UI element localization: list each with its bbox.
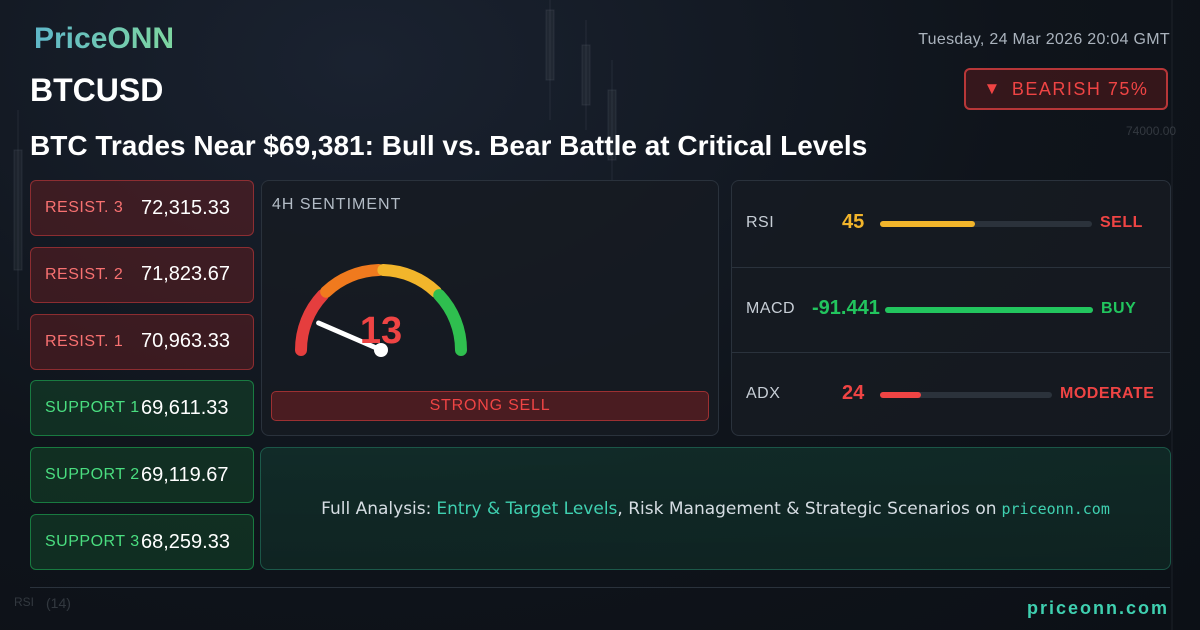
indicator-row: MACD -91.441 BUY (732, 267, 1170, 352)
level-label: SUPPORT 2 (45, 466, 140, 484)
level-value: 72,315.33 (141, 196, 230, 219)
gauge-segment (295, 289, 329, 356)
bg-indicator-period: (14) (46, 595, 71, 611)
logo: PriceONN (34, 22, 175, 55)
level-label: SUPPORT 1 (45, 399, 140, 417)
row-divider (732, 352, 1170, 353)
indicator-value: 45 (842, 211, 865, 233)
indicator-track (880, 392, 1052, 398)
indicator-bar (880, 221, 976, 227)
indicator-bar (880, 392, 922, 398)
indicator-value: 24 (842, 382, 865, 404)
level-value: 68,259.33 (141, 530, 230, 553)
bg-indicator-name: RSI (14, 595, 35, 609)
footer-rule (30, 587, 1170, 588)
sentiment-panel: 4H SENTIMENT 13 STRONG SELL (261, 180, 719, 436)
level-box: RESIST. 3 72,315.33 (30, 180, 254, 236)
sentiment-title: 4H SENTIMENT (272, 196, 402, 213)
indicator-signal: MODERATE (1060, 385, 1155, 402)
indicator-track (885, 306, 1093, 313)
level-box: SUPPORT 2 69,119.67 (30, 447, 254, 504)
indicator-signal: BUY (1101, 299, 1137, 317)
gauge: 13 (295, 264, 467, 357)
indicator-row: RSI 45 SELL (732, 181, 1170, 266)
level-label: SUPPORT 3 (45, 533, 140, 550)
bg-price-label: 74000.00 (1126, 124, 1177, 138)
level-value: 69,119.67 (141, 463, 229, 486)
bias-badge: ▼ BEARISH 75% (964, 68, 1168, 110)
level-box: RESIST. 1 70,963.33 (30, 313, 254, 370)
indicator-name: ADX (746, 385, 781, 402)
row-divider (732, 266, 1170, 268)
indicators-panel: RSI 45 SELL MACD -91.441 BUY ADX 24 MODERATE (731, 180, 1171, 436)
gauge-score: 13 (360, 310, 402, 352)
level-box: RESIST. 2 71,823.67 (30, 246, 254, 303)
level-value: 70,963.33 (141, 330, 230, 353)
symbol: BTCUSD (30, 72, 164, 108)
cta-panel: Full Analysis: Entry & Target Levels, Ris… (260, 447, 1171, 570)
sentiment-verdict: STRONG SELL (271, 391, 709, 421)
indicator-bar (885, 306, 1093, 313)
cta-rest: , Risk Management & Strategic Scenarios … (617, 498, 997, 519)
level-label: RESIST. 3 (45, 199, 124, 216)
cta-highlight[interactable]: Entry & Target Levels (436, 498, 618, 519)
gauge-needle (316, 320, 384, 353)
badge-text: BEARISH 75% (1011, 78, 1149, 99)
indicator-value: -91.441 (812, 296, 880, 319)
level-box: SUPPORT 3 68,259.33 (30, 514, 254, 570)
indicator-row: ADX 24 MODERATE (732, 352, 1170, 437)
level-label: RESIST. 2 (45, 265, 124, 283)
gauge-segment (320, 264, 385, 298)
indicator-name: MACD (746, 299, 796, 317)
indicator-name: RSI (746, 214, 775, 231)
level-value: 69,611.33 (141, 396, 229, 419)
level-label: RESIST. 1 (45, 332, 124, 350)
indicator-track (880, 221, 1092, 227)
gauge-segment (377, 264, 442, 298)
gauge-segment (433, 289, 467, 356)
level-box: SUPPORT 1 69,611.33 (30, 380, 254, 437)
cta-lead: Full Analysis: (321, 498, 432, 519)
datetime: Tuesday, 24 Mar 2026 20:04 GMT (918, 31, 1170, 48)
headline: BTC Trades Near $69,381: Bull vs. Bear B… (30, 130, 868, 161)
cta-site[interactable]: priceonn.com (1001, 499, 1110, 518)
gauge-hub (374, 343, 388, 357)
indicator-signal: SELL (1100, 214, 1143, 231)
down-icon: ▼ (983, 79, 1002, 98)
footer-site[interactable]: priceonn.com (1026, 598, 1169, 618)
level-value: 71,823.67 (141, 263, 230, 286)
